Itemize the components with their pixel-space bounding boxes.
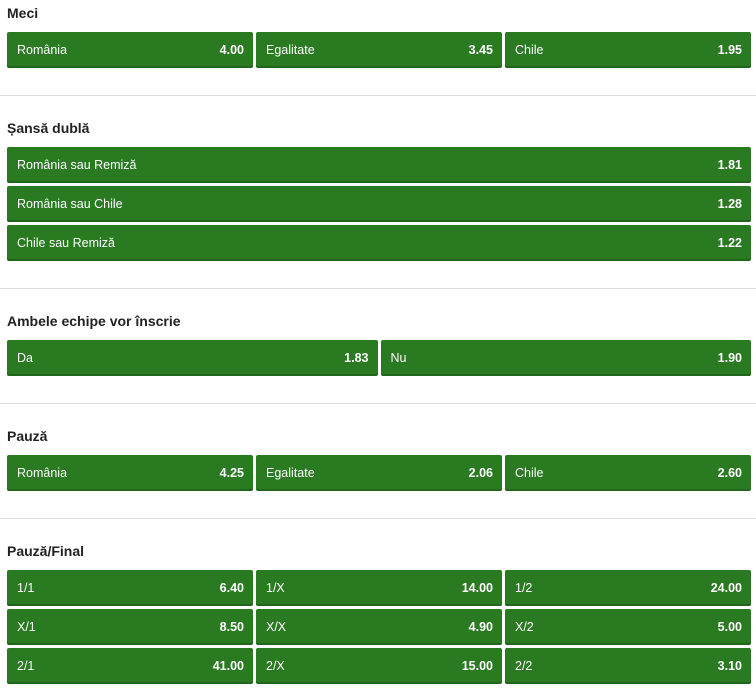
market-row: România 4.25 Egalitate 2.06 Chile 2.60: [7, 455, 751, 491]
section-title-half-full: Pauză/Final: [7, 543, 85, 559]
odd-value: 6.40: [219, 581, 244, 595]
odd-label: România sau Remiză: [17, 158, 137, 172]
odd-value: 2.60: [717, 466, 742, 480]
odd-label: 1/1: [17, 581, 35, 595]
odd-value: 4.25: [219, 466, 244, 480]
odd-button-match-away[interactable]: Chile 1.95: [505, 32, 751, 68]
odd-label: Chile: [515, 43, 544, 57]
odd-value: 4.90: [468, 620, 493, 634]
market-row: 1/1 6.40 1/X 14.00 1/2 24.00: [7, 570, 751, 606]
odd-button-double-chance-1x[interactable]: România sau Remiză 1.81: [7, 147, 751, 183]
odd-value: 41.00: [212, 659, 244, 673]
odd-value: 24.00: [710, 581, 742, 595]
market-row: România sau Remiză 1.81: [7, 147, 751, 183]
odd-button-double-chance-x2[interactable]: Chile sau Remiză 1.22: [7, 225, 751, 261]
odd-button-btts-no[interactable]: Nu 1.90: [380, 340, 751, 376]
odd-button-hf-2-1[interactable]: 2/1 41.00: [7, 648, 253, 684]
odd-label: România: [17, 466, 68, 480]
odd-button-hf-1-1[interactable]: 1/1 6.40: [7, 570, 253, 606]
odd-value: 14.00: [461, 581, 493, 595]
odd-value: 3.10: [717, 659, 742, 673]
odd-label: Da: [17, 351, 33, 365]
odd-label: 1/2: [515, 581, 533, 595]
odd-value: 8.50: [219, 620, 244, 634]
odd-label: 2/1: [17, 659, 35, 673]
odd-value: 1.95: [717, 43, 742, 57]
market-row: România 4.00 Egalitate 3.45 Chile 1.95: [7, 32, 751, 68]
odd-button-match-home[interactable]: România 4.00: [7, 32, 253, 68]
market-row: România sau Chile 1.28: [7, 186, 751, 222]
odd-value: 1.28: [717, 197, 742, 211]
market-row: Da 1.83 Nu 1.90: [7, 340, 751, 376]
odd-value: 15.00: [461, 659, 493, 673]
odd-label: 1/X: [266, 581, 285, 595]
odd-button-hf-x-x[interactable]: X/X 4.90: [256, 609, 502, 645]
odd-button-double-chance-12[interactable]: România sau Chile 1.28: [7, 186, 751, 222]
section-title-double-chance: Șansă dublă: [7, 120, 90, 136]
odd-label: Egalitate: [266, 43, 315, 57]
odd-value: 5.00: [717, 620, 742, 634]
odd-button-btts-yes[interactable]: Da 1.83: [7, 340, 378, 376]
section-title-half-time: Pauză: [7, 428, 48, 444]
odd-label: X/2: [515, 620, 534, 634]
odd-button-half-time-home[interactable]: România 4.25: [7, 455, 253, 491]
section-divider: [0, 403, 756, 404]
section-divider: [0, 95, 756, 96]
odd-label: Chile: [515, 466, 544, 480]
odd-label: România: [17, 43, 68, 57]
odd-label: 2/2: [515, 659, 533, 673]
odd-label: Chile sau Remiză: [17, 236, 115, 250]
odd-button-hf-x-2[interactable]: X/2 5.00: [505, 609, 751, 645]
odd-button-half-time-away[interactable]: Chile 2.60: [505, 455, 751, 491]
section-title-both-teams-score: Ambele echipe vor înscrie: [7, 313, 181, 329]
odd-value: 4.00: [219, 43, 244, 57]
odd-button-hf-1-x[interactable]: 1/X 14.00: [256, 570, 502, 606]
odd-value: 1.83: [344, 351, 369, 365]
odd-label: Nu: [390, 351, 407, 365]
odd-value: 1.81: [717, 158, 742, 172]
market-row: 2/1 41.00 2/X 15.00 2/2 3.10: [7, 648, 751, 684]
odd-label: X/X: [266, 620, 287, 634]
odd-button-hf-1-2[interactable]: 1/2 24.00: [505, 570, 751, 606]
market-row: X/1 8.50 X/X 4.90 X/2 5.00: [7, 609, 751, 645]
odd-value: 1.90: [717, 351, 742, 365]
odd-button-hf-x-1[interactable]: X/1 8.50: [7, 609, 253, 645]
odd-button-hf-2-x[interactable]: 2/X 15.00: [256, 648, 502, 684]
market-row: Chile sau Remiză 1.22: [7, 225, 751, 261]
odd-label: România sau Chile: [17, 197, 123, 211]
odd-label: 2/X: [266, 659, 285, 673]
odd-label: Egalitate: [266, 466, 315, 480]
section-divider: [0, 288, 756, 289]
section-divider: [0, 518, 756, 519]
odd-button-hf-2-2[interactable]: 2/2 3.10: [505, 648, 751, 684]
section-title-match: Meci: [7, 5, 39, 21]
odd-button-half-time-draw[interactable]: Egalitate 2.06: [256, 455, 502, 491]
odd-value: 2.06: [468, 466, 493, 480]
odd-value: 3.45: [468, 43, 493, 57]
odd-button-match-draw[interactable]: Egalitate 3.45: [256, 32, 502, 68]
odd-value: 1.22: [717, 236, 742, 250]
odd-label: X/1: [17, 620, 36, 634]
